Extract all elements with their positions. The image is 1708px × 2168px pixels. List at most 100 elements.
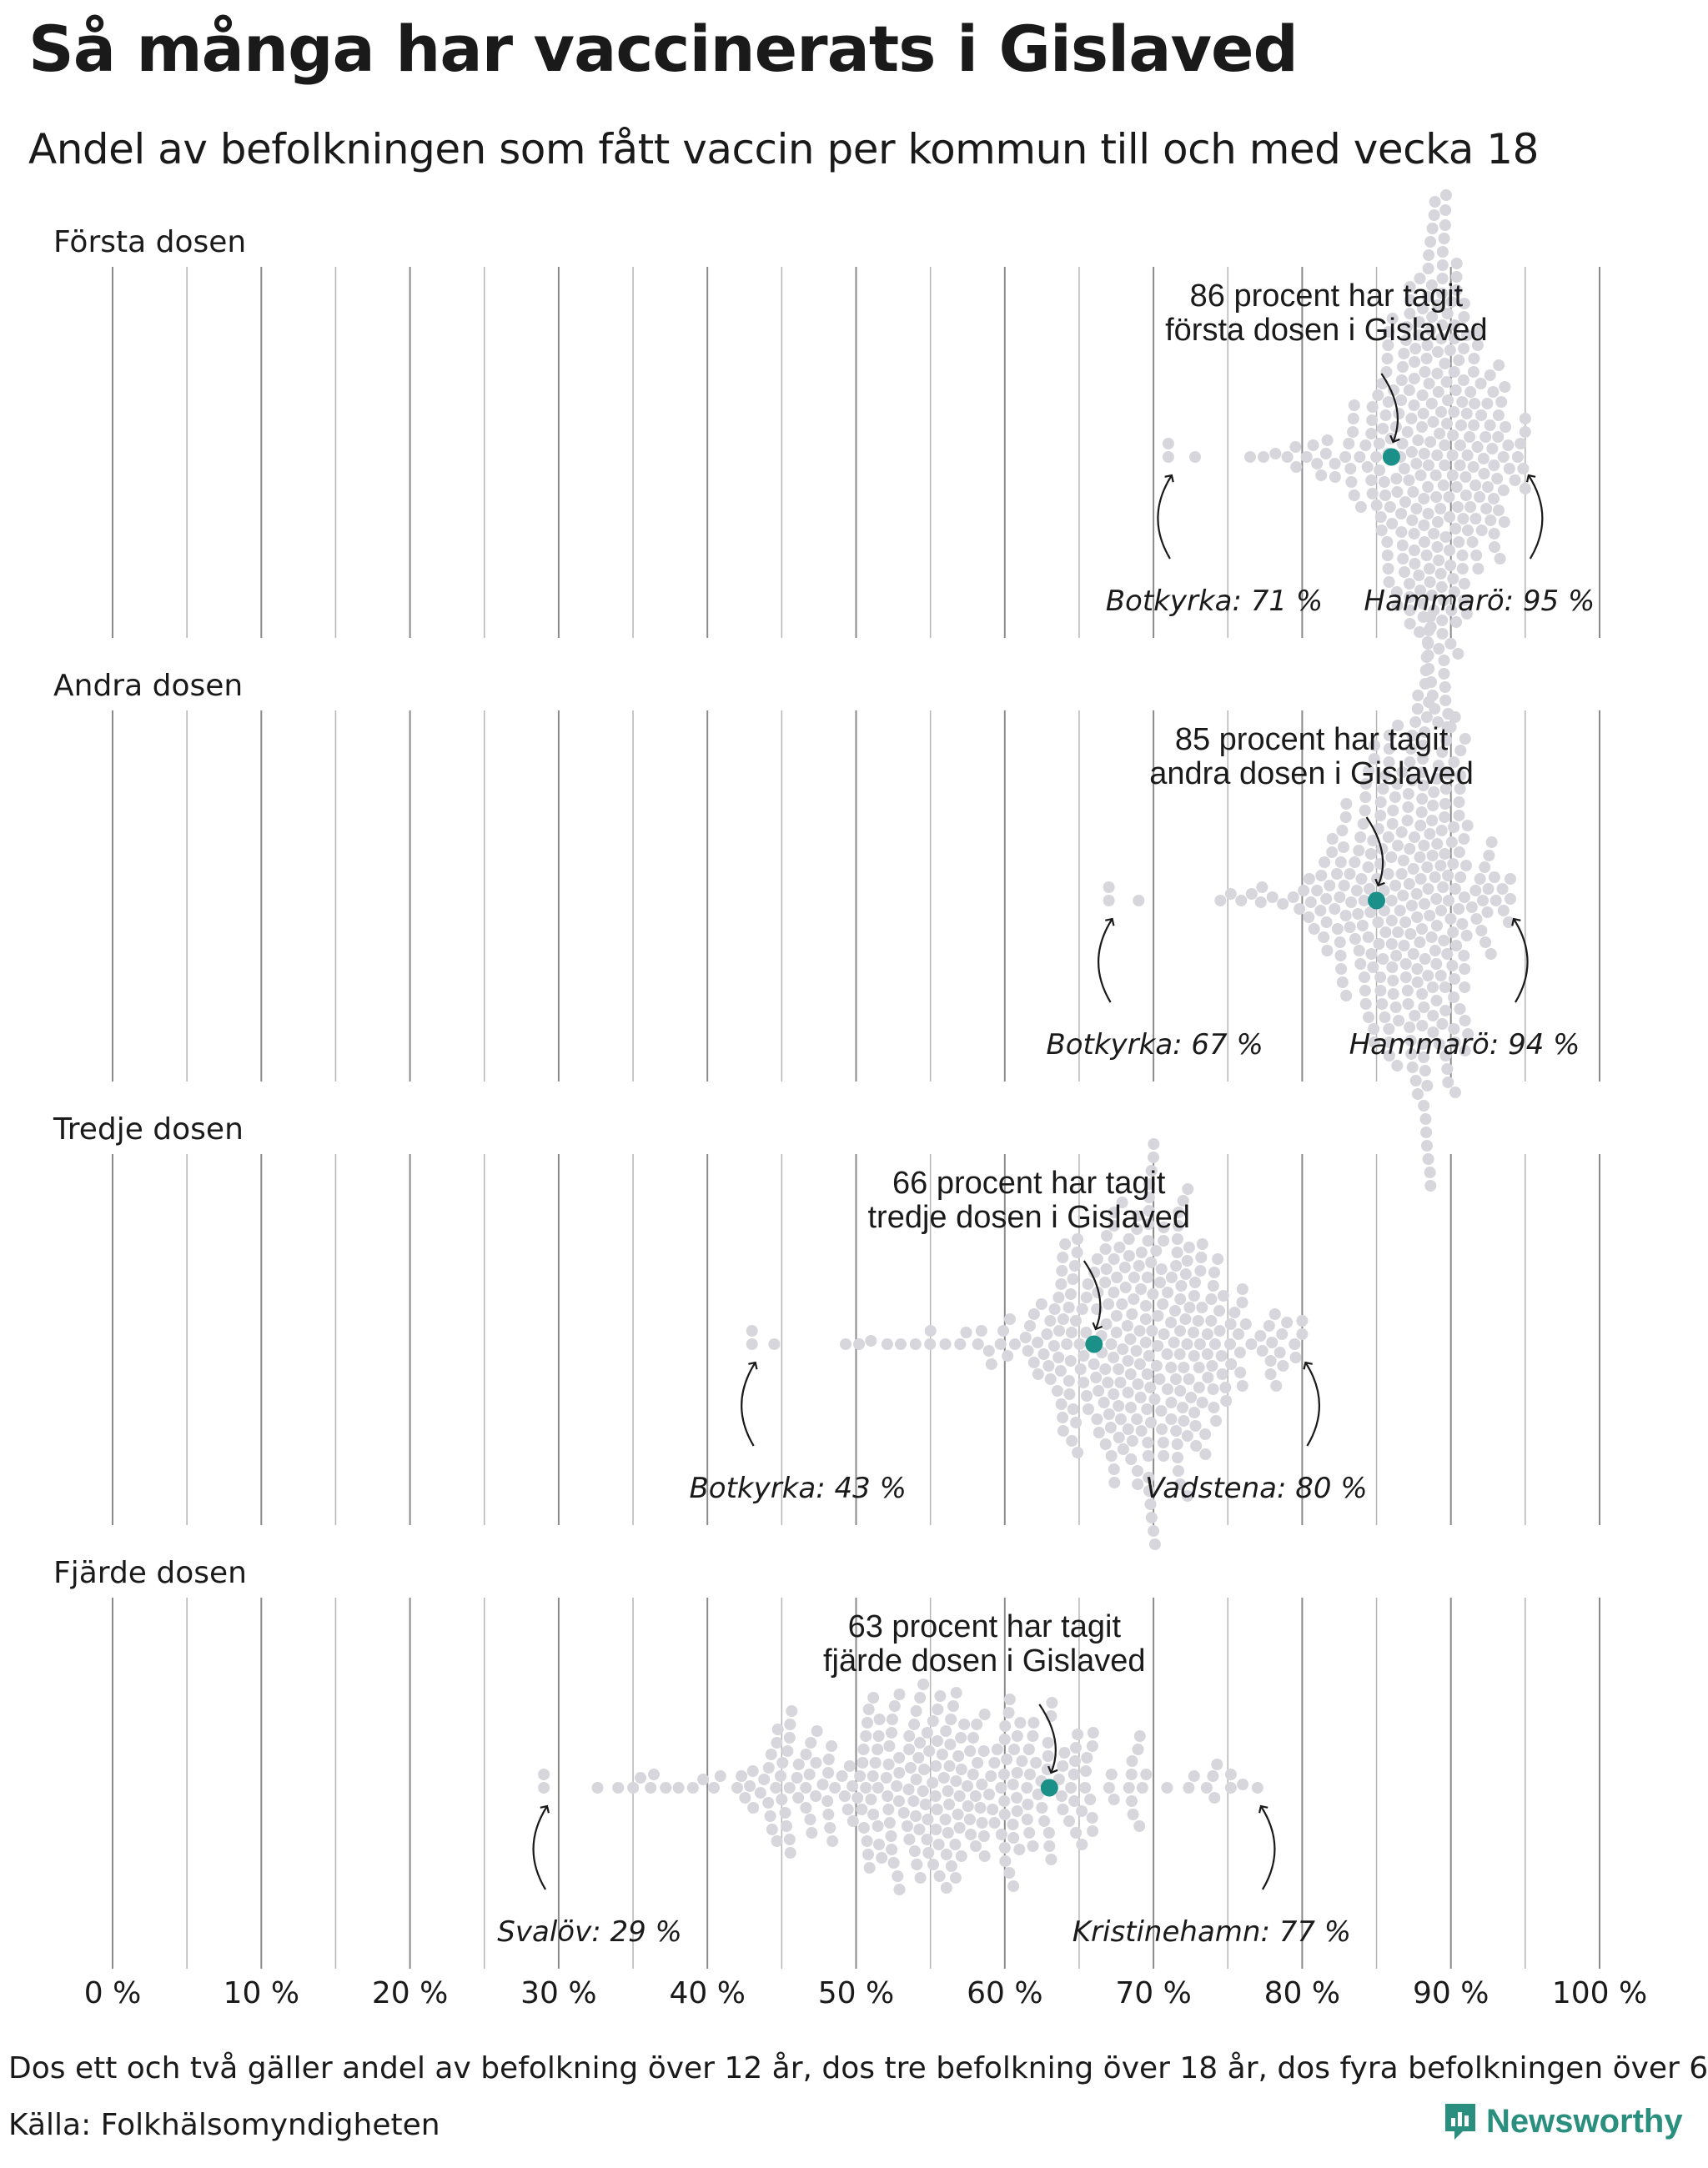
kommun-dot xyxy=(910,1810,922,1822)
kommun-dot xyxy=(1081,1752,1093,1764)
kommun-dot xyxy=(1453,536,1465,548)
kommun-dot xyxy=(1466,536,1479,548)
kommun-dot xyxy=(1266,891,1278,903)
kommun-dot xyxy=(784,1847,796,1859)
kommun-dot xyxy=(1422,638,1434,650)
kommun-dot xyxy=(1370,499,1383,511)
kommun-dot xyxy=(1001,1754,1013,1765)
kommun-dot xyxy=(1439,848,1451,860)
kommun-dot xyxy=(1210,1415,1222,1427)
kommun-dot xyxy=(862,1704,875,1715)
kommun-dot xyxy=(950,1687,962,1699)
kommun-dot xyxy=(1364,848,1377,860)
kommun-dot xyxy=(1321,434,1334,446)
kommun-dot xyxy=(1495,396,1508,408)
highlight-arrow xyxy=(1083,1260,1103,1331)
kommun-dot xyxy=(1431,449,1444,461)
kommun-dot xyxy=(1022,1345,1034,1357)
kommun-dot xyxy=(1415,806,1428,818)
kommun-dot xyxy=(1409,343,1422,354)
kommun-dot xyxy=(1368,1023,1380,1035)
kommun-dot xyxy=(1467,366,1479,378)
kommun-dot xyxy=(867,1809,880,1820)
kommun-dot xyxy=(1409,558,1421,570)
kommun-dot xyxy=(1172,1452,1183,1463)
kommun-dot xyxy=(1385,895,1398,906)
kommun-dot xyxy=(1379,770,1392,781)
kommun-dot xyxy=(1185,1392,1198,1403)
kommun-dot xyxy=(1158,1450,1170,1462)
kommun-dot xyxy=(1449,1036,1461,1048)
kommun-dot xyxy=(1007,1832,1020,1844)
kommun-dot xyxy=(1165,1317,1177,1328)
kommun-dot xyxy=(1503,463,1515,474)
kommun-dot xyxy=(1414,585,1426,596)
kommun-dot xyxy=(1300,451,1313,463)
highlight-arrow xyxy=(1038,1704,1058,1774)
kommun-dot xyxy=(1105,1769,1118,1780)
kommun-dot xyxy=(1056,1265,1068,1277)
kommun-dot xyxy=(1414,273,1426,284)
kommun-dot xyxy=(1196,1397,1208,1408)
kommun-dot xyxy=(1381,550,1394,561)
kommun-dot xyxy=(1383,1050,1395,1061)
kommun-dot xyxy=(893,1884,906,1895)
kommun-dot xyxy=(1366,414,1379,426)
kommun-dot xyxy=(1460,329,1473,341)
kommun-dot xyxy=(1116,1298,1128,1310)
kommun-dot xyxy=(1454,1003,1466,1015)
kommun-dot xyxy=(1114,1377,1127,1388)
kommun-dot xyxy=(1497,484,1510,496)
kommun-dot xyxy=(846,1815,859,1827)
kommun-dot xyxy=(1154,1277,1166,1288)
kommun-dot xyxy=(1439,811,1451,823)
kommun-dot xyxy=(1511,451,1524,463)
kommun-dot xyxy=(1453,796,1465,808)
highlight-label: 63 procent har tagit xyxy=(848,1609,1122,1644)
panel-title: Fjärde dosen xyxy=(53,1556,247,1590)
kommun-dot xyxy=(1027,1357,1040,1368)
kommun-dot xyxy=(857,1744,870,1755)
kommun-dot xyxy=(1461,449,1474,461)
kommun-dot xyxy=(1444,913,1457,925)
kommun-dot xyxy=(1419,1065,1431,1076)
kommun-dot xyxy=(882,1759,895,1770)
kommun-dot xyxy=(1148,1138,1160,1150)
kommun-dot xyxy=(891,1780,903,1792)
kommun-dot xyxy=(1382,396,1394,408)
kommun-dot xyxy=(1419,726,1431,738)
kommun-dot xyxy=(1269,448,1282,459)
kommun-dot xyxy=(1419,1113,1432,1125)
kommun-dot xyxy=(1079,1782,1092,1794)
kommun-dot xyxy=(1482,883,1494,895)
highlight-arrow xyxy=(1380,373,1400,444)
gislaved-dot xyxy=(1368,891,1386,910)
kommun-dot xyxy=(1379,489,1392,501)
kommun-dot xyxy=(612,1782,625,1794)
kommun-dot xyxy=(1193,1382,1205,1393)
kommun-dot xyxy=(1414,851,1426,863)
kommun-dot xyxy=(1074,1363,1087,1375)
kommun-dot xyxy=(1448,821,1460,833)
kommun-dot xyxy=(771,1724,784,1735)
kommun-dot xyxy=(930,1824,942,1835)
kommun-dot xyxy=(1090,1372,1103,1383)
kommun-dot xyxy=(854,1770,867,1782)
kommun-dot xyxy=(781,1820,792,1832)
kommun-dot xyxy=(929,1790,942,1802)
kommun-dot xyxy=(886,1727,897,1739)
kommun-dot xyxy=(1379,926,1392,938)
kommun-dot xyxy=(1494,553,1506,565)
kommun-dot xyxy=(1446,449,1459,461)
kommun-dot xyxy=(1170,1373,1182,1385)
kommun-dot xyxy=(836,1770,848,1782)
kommun-dot xyxy=(1119,1282,1132,1293)
kommun-dot xyxy=(1424,1180,1437,1192)
kommun-dot xyxy=(1488,493,1500,504)
kommun-dot xyxy=(901,1820,913,1832)
kommun-dot xyxy=(1334,950,1347,961)
highlight-label: 86 procent har tagit xyxy=(1190,279,1464,314)
kommun-dot xyxy=(1150,1360,1163,1372)
kommun-dot xyxy=(1359,998,1372,1010)
kommun-dot xyxy=(1315,870,1328,881)
